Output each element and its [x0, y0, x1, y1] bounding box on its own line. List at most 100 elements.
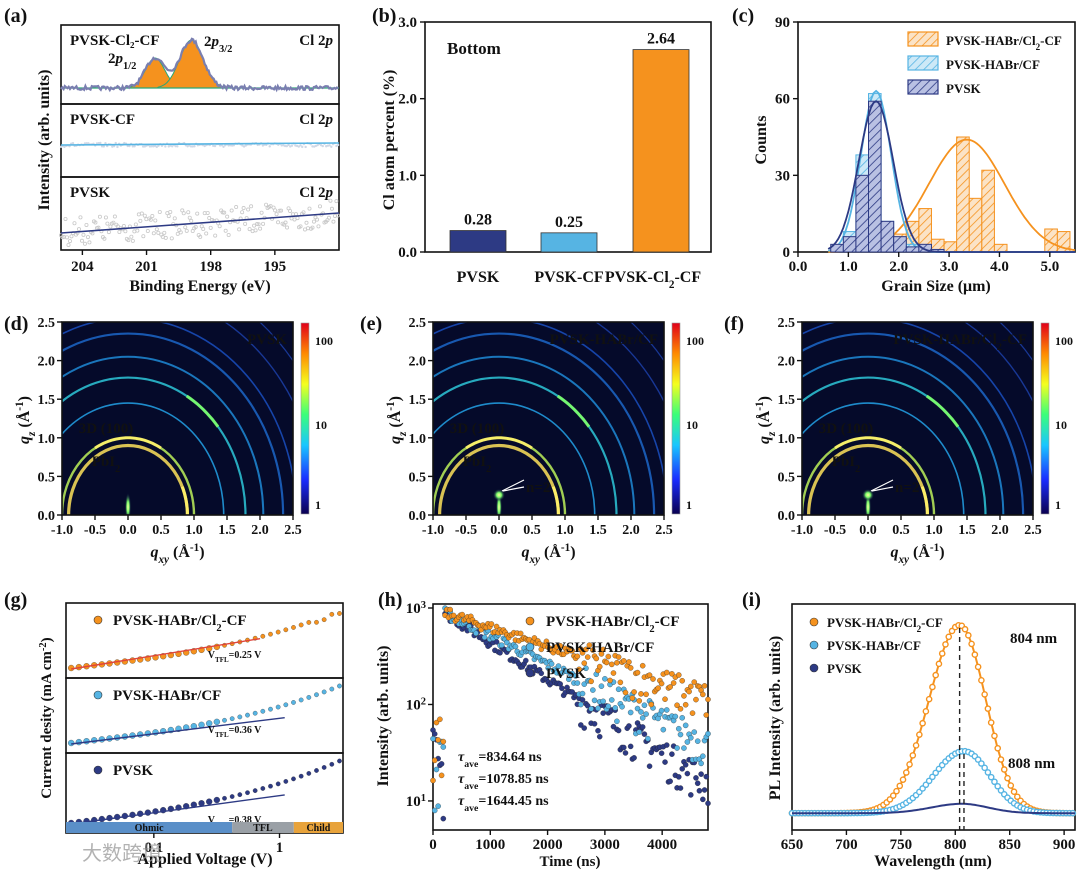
- trpl-point: [679, 766, 685, 772]
- trpl-legend-label: PVSK-HABr/CF: [546, 640, 654, 656]
- xps-pvsk-point: [90, 231, 95, 236]
- xps-pvsk-point: [295, 216, 300, 221]
- xps-pvsk-point: [246, 207, 251, 212]
- y-tick-label: 2.0: [409, 355, 427, 370]
- xps-pvsk-point: [288, 208, 293, 213]
- colorbar: [671, 322, 681, 515]
- panel-label-a: (a): [4, 5, 27, 27]
- trpl-point: [523, 657, 529, 664]
- trpl-point: [581, 660, 588, 666]
- trpl-legend-marker: [525, 642, 535, 652]
- pl-legend-label: PVSK-HABr/CF: [827, 638, 921, 653]
- pl-point: [978, 760, 985, 767]
- tau-label: τave=1078.85 ns: [458, 772, 549, 792]
- xps-pvsk-point: [139, 211, 144, 216]
- diffraction-ring: [802, 332, 1025, 515]
- trpl-point: [581, 681, 588, 687]
- xps-cf-point: [100, 145, 104, 148]
- y-tick-label: 1.0: [398, 168, 417, 184]
- xps-pvsk-point: [274, 212, 279, 217]
- ring-annotation-3d: 3D (100): [79, 421, 134, 437]
- xps-pvsk-point: [64, 235, 69, 240]
- trpl-point: [600, 646, 606, 653]
- ring-annotation-pbi2: PbI2: [832, 454, 861, 475]
- diffraction-ring: [802, 402, 965, 515]
- xps-pvsk-point: [72, 221, 77, 226]
- xps-cf-point: [222, 145, 225, 148]
- trpl-point: [609, 697, 615, 703]
- pl-point: [909, 752, 917, 759]
- panel-label-c: (c): [732, 5, 754, 27]
- colorbar-label: 1: [686, 498, 692, 512]
- xps-pvsk-point: [181, 211, 186, 216]
- xps-pvsk-point: [217, 224, 222, 229]
- trpl-point: [703, 773, 710, 780]
- sclc-point: [275, 629, 281, 635]
- hist-bar: [993, 243, 1008, 253]
- xps-tag: Cl 2p: [299, 185, 333, 201]
- x-tick-label: 0.0: [859, 523, 877, 538]
- trpl-point: [566, 676, 572, 683]
- trpl-point: [677, 731, 684, 738]
- xps-pvsk-point: [331, 219, 336, 224]
- trpl-point: [627, 743, 634, 750]
- pl-point: [929, 683, 936, 691]
- trpl-point: [636, 729, 643, 735]
- trpl-point: [705, 696, 711, 703]
- pl-point: [1010, 788, 1018, 796]
- sclc-point: [222, 795, 227, 801]
- trpl-point: [645, 735, 651, 742]
- pl-point: [981, 691, 988, 698]
- pl-point: [896, 782, 904, 790]
- trpl-point: [579, 650, 586, 656]
- xps-pvsk-point: [96, 225, 101, 230]
- xps-pvsk-point: [138, 218, 143, 223]
- pl-point: [961, 625, 969, 633]
- bright-arc: [465, 436, 533, 450]
- bright-arc: [94, 436, 162, 450]
- x-axis-title: qxy (Å-1): [150, 542, 204, 566]
- xps-pvsk-point: [129, 234, 134, 239]
- trpl-point: [688, 792, 694, 798]
- pl-point: [984, 705, 992, 712]
- trpl-point: [481, 634, 488, 641]
- region-band: [293, 822, 343, 833]
- colorbar: [300, 322, 310, 515]
- xps-pvsk-point: [252, 223, 257, 228]
- x-axis-title: Time (ns): [540, 854, 601, 870]
- xps-pvsk-point: [311, 219, 316, 224]
- trpl-point: [569, 647, 575, 654]
- trpl-point: [517, 630, 524, 637]
- sclc-fit-line: [71, 716, 285, 745]
- xps-pvsk-point: [189, 218, 194, 223]
- sclc-point: [314, 619, 319, 625]
- xps-cf-point: [301, 145, 304, 149]
- xps-pvsk-point: [85, 235, 90, 240]
- x-tick-label: 750: [890, 837, 913, 853]
- trpl-point: [450, 612, 457, 619]
- xps-pvsk-point: [168, 210, 173, 215]
- pl-point: [1007, 782, 1015, 789]
- ring-annotation-n2: n=2: [895, 480, 919, 496]
- trpl-point: [578, 722, 584, 728]
- bright-arc: [185, 394, 220, 428]
- pl-point: [929, 773, 936, 781]
- y-axis-title: PL Intensity (arb. units): [767, 636, 784, 800]
- xps-pvsk-point: [117, 230, 122, 235]
- x-tick-label: 0.0: [490, 523, 508, 538]
- n2-spot: [493, 489, 505, 501]
- trpl-point: [670, 680, 677, 686]
- xps-pvsk-point: [66, 242, 71, 247]
- legend-swatch: [907, 79, 939, 95]
- trpl-point: [621, 744, 627, 751]
- xps-cf-point: [290, 144, 294, 147]
- xps-pvsk-point: [193, 224, 198, 229]
- trpl-point: [638, 691, 644, 697]
- trpl-point: [681, 693, 687, 699]
- sclc-point: [337, 611, 342, 616]
- y-tick-label: 2.0: [778, 355, 796, 370]
- trpl-point: [629, 695, 636, 701]
- trpl-point: [538, 670, 545, 677]
- x-tick-label: 0.5: [152, 523, 170, 538]
